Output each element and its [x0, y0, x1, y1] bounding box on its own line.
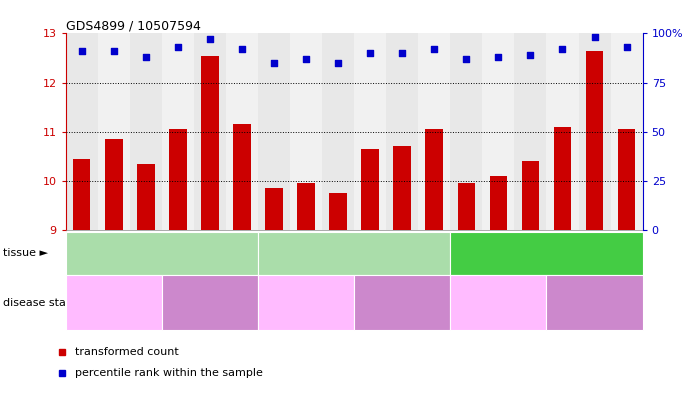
Point — [493, 54, 504, 60]
Point — [428, 46, 439, 52]
Bar — [194, 33, 226, 230]
Bar — [578, 33, 611, 230]
Text: pancreatic cancer-ind
uced cachexia: pancreatic cancer-ind uced cachexia — [549, 293, 640, 312]
Text: muscle: muscle — [527, 248, 567, 259]
Bar — [130, 33, 162, 230]
Text: pancreatic cancer-ind
uced cachexia: pancreatic cancer-ind uced cachexia — [164, 293, 256, 312]
Bar — [547, 33, 578, 230]
Text: tissue ►: tissue ► — [3, 248, 48, 259]
Bar — [586, 51, 603, 230]
Bar — [137, 163, 155, 230]
Point — [108, 48, 120, 54]
Point — [589, 34, 600, 40]
Point — [269, 60, 280, 66]
Bar — [265, 188, 283, 230]
Point — [525, 52, 536, 58]
Bar — [418, 33, 451, 230]
Bar — [66, 33, 97, 230]
Bar — [514, 33, 547, 230]
Bar — [553, 127, 571, 230]
Point — [301, 56, 312, 62]
Bar — [201, 55, 219, 230]
Bar — [618, 129, 636, 230]
Bar — [354, 33, 386, 230]
Bar — [457, 183, 475, 230]
Bar — [97, 33, 130, 230]
Point — [76, 48, 87, 54]
Bar — [258, 33, 290, 230]
Point — [332, 60, 343, 66]
Bar — [361, 149, 379, 230]
Bar — [611, 33, 643, 230]
Point — [172, 44, 183, 50]
Text: GDS4899 / 10507594: GDS4899 / 10507594 — [66, 19, 200, 32]
Text: white adipose: white adipose — [123, 248, 200, 259]
Bar — [426, 129, 443, 230]
Bar — [105, 139, 122, 230]
Bar — [386, 33, 418, 230]
Point — [397, 50, 408, 56]
Bar — [482, 33, 514, 230]
Point — [461, 56, 472, 62]
Text: transformed count: transformed count — [75, 347, 178, 357]
Bar — [169, 129, 187, 230]
Bar — [233, 124, 251, 230]
Point — [365, 50, 376, 56]
Bar — [73, 159, 91, 230]
Point — [557, 46, 568, 52]
Text: control: control — [292, 298, 321, 307]
Bar — [297, 183, 315, 230]
Text: percentile rank within the sample: percentile rank within the sample — [75, 368, 263, 378]
Text: liver: liver — [342, 248, 366, 259]
Text: pancreatic cancer-ind
uced cachexia: pancreatic cancer-ind uced cachexia — [357, 293, 448, 312]
Bar — [522, 161, 539, 230]
Bar — [489, 176, 507, 230]
Bar — [226, 33, 258, 230]
Point — [140, 54, 151, 60]
Text: disease state ►: disease state ► — [3, 298, 90, 308]
Point — [621, 44, 632, 50]
Bar — [330, 193, 347, 230]
Point — [236, 46, 247, 52]
Bar — [162, 33, 194, 230]
Bar — [393, 146, 411, 230]
Point — [205, 36, 216, 42]
Bar — [322, 33, 354, 230]
Bar — [451, 33, 482, 230]
Text: control: control — [99, 298, 129, 307]
Bar — [290, 33, 322, 230]
Text: control: control — [484, 298, 513, 307]
